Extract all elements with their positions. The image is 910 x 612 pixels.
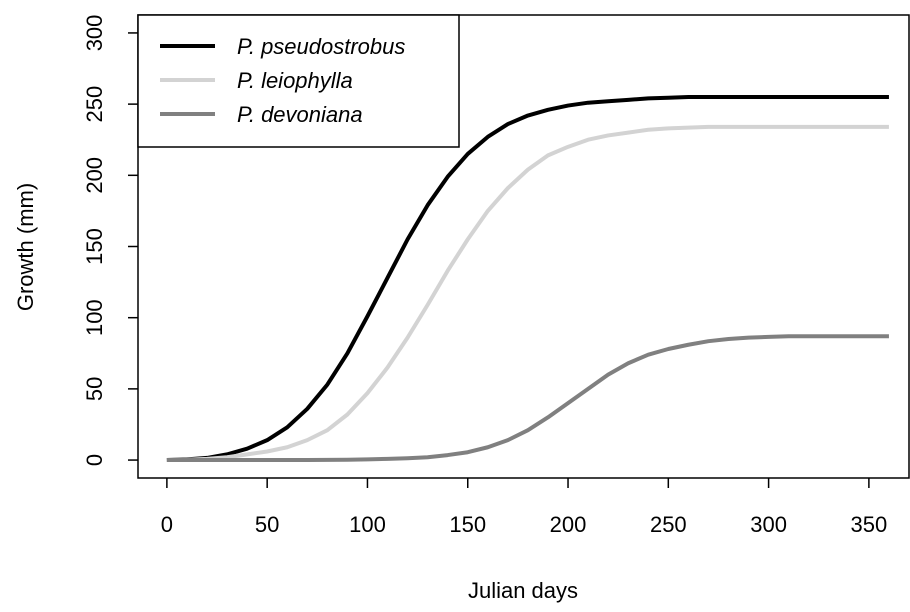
y-tick-label: 300 [82,15,107,52]
series-line [166,95,889,463]
y-tick-label: 200 [82,157,107,194]
x-tick-label: 100 [349,512,386,537]
x-tick-label: 150 [449,512,486,537]
legend-label: P. devoniana [237,102,363,127]
y-tick-label: 0 [82,454,107,466]
x-axis-label: Julian days [468,578,578,603]
y-axis-label: Growth (mm) [13,183,38,311]
x-tick-label: 50 [255,512,279,537]
x-tick-label: 250 [650,512,687,537]
legend-label: P. leiophylla [237,68,353,93]
y-tick-label: 250 [82,86,107,123]
x-tick-label: 350 [851,512,888,537]
y-tick-label: 150 [82,228,107,265]
legend-label: P. pseudostrobus [237,34,405,59]
y-tick-label: 50 [82,377,107,401]
series-line [166,334,889,463]
series-line [166,124,889,463]
x-tick-label: 300 [750,512,787,537]
x-tick-label: 200 [550,512,587,537]
x-tick-label: 0 [161,512,173,537]
y-tick-label: 100 [82,299,107,336]
